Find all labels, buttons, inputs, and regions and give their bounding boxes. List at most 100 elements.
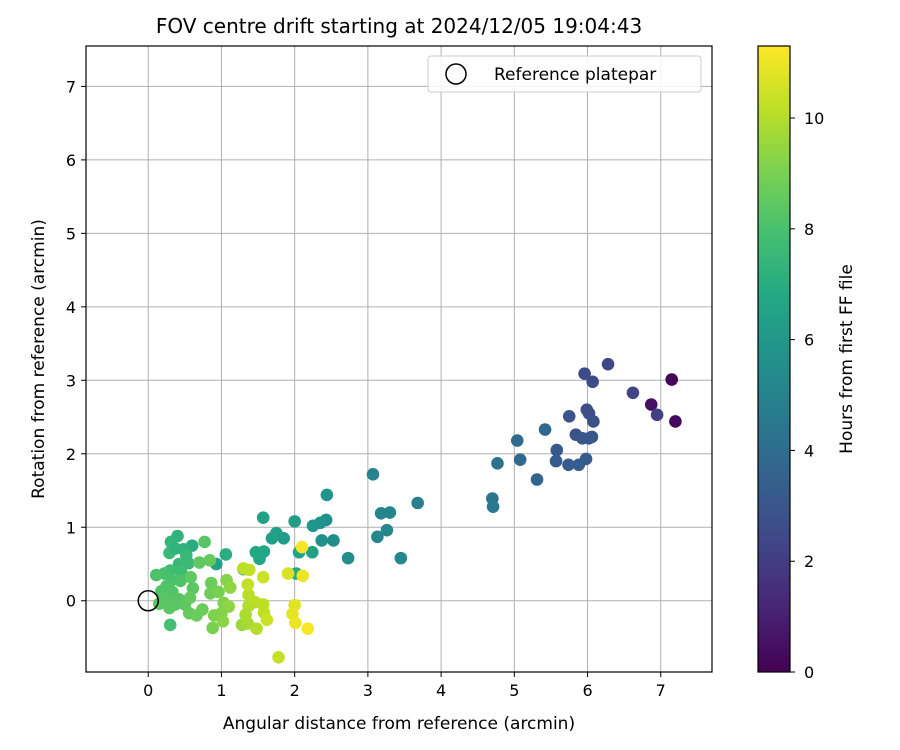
colorbar-tick-label: 0 [804, 663, 814, 682]
data-point [203, 554, 217, 567]
data-point [585, 430, 599, 444]
legend: Reference platepar [427, 55, 702, 93]
data-point [242, 588, 255, 602]
data-point [237, 562, 250, 575]
data-point [196, 603, 209, 616]
data-point [341, 551, 355, 565]
data-point [182, 556, 195, 570]
data-point [281, 567, 295, 580]
data-point [163, 618, 177, 632]
x-axis-label: Angular distance from reference (arcmin) [223, 714, 575, 734]
data-point [223, 581, 237, 594]
data-point [296, 569, 310, 583]
data-point [183, 591, 197, 605]
x-tick-label: 6 [582, 681, 592, 700]
data-point [212, 585, 225, 599]
legend-open-circle-icon [445, 63, 467, 85]
data-point [149, 568, 163, 582]
data-point [295, 540, 309, 554]
data-point [665, 373, 679, 386]
data-point [249, 545, 263, 559]
y-tick-label: 6 [66, 151, 76, 170]
data-point [186, 581, 200, 595]
data-point [587, 415, 600, 428]
data-point [394, 551, 408, 565]
y-tick-label: 3 [66, 371, 76, 390]
reference-platepar-marker [137, 589, 159, 612]
data-point [549, 454, 563, 468]
y-tick-label: 2 [66, 445, 76, 464]
colorbar-tick-label: 8 [804, 220, 814, 239]
x-tick-label: 7 [656, 681, 666, 700]
y-tick-label: 0 [66, 592, 76, 611]
data-point [272, 651, 285, 664]
y-tick-label: 5 [66, 224, 76, 243]
data-point [510, 434, 524, 447]
data-point [486, 500, 500, 513]
colorbar-tick-label: 10 [804, 109, 824, 128]
data-point [206, 621, 219, 635]
plot-frame [85, 45, 713, 673]
data-points [149, 357, 682, 664]
data-point [169, 542, 182, 555]
data-point [288, 515, 301, 528]
legend-label-reference-platepar: Reference platepar [494, 65, 656, 85]
y-axis-ticks: 0 1 2 3 4 5 6 7 [66, 77, 86, 611]
colorbar-tick-label: 2 [804, 552, 814, 571]
colorbar-tick-label: 4 [804, 441, 814, 460]
data-point [601, 357, 615, 371]
data-point [538, 423, 552, 436]
data-point [219, 548, 233, 561]
x-tick-label: 0 [143, 681, 153, 700]
data-point [530, 473, 544, 486]
data-point [320, 488, 334, 502]
legend-box [427, 55, 702, 93]
data-point [562, 458, 575, 472]
data-point [250, 622, 263, 635]
data-point [626, 386, 640, 400]
x-tick-label: 1 [216, 681, 226, 700]
data-point [289, 616, 302, 630]
data-point [256, 511, 270, 525]
data-point [513, 453, 527, 466]
data-point [327, 534, 340, 547]
data-point [204, 576, 218, 590]
data-point [371, 530, 384, 544]
data-point [216, 615, 230, 628]
data-point [301, 622, 315, 635]
data-point [366, 468, 380, 481]
colorbar-tick-label: 6 [804, 331, 814, 350]
data-point [650, 408, 664, 422]
data-point [383, 506, 397, 519]
y-tick-label: 7 [66, 77, 76, 96]
data-point [380, 523, 394, 537]
chart-title: FOV centre drift starting at 2024/12/05 … [156, 14, 642, 38]
x-tick-label: 5 [509, 681, 519, 700]
data-point [184, 570, 197, 584]
data-point [193, 556, 206, 569]
data-point [241, 578, 255, 591]
data-point [265, 531, 279, 545]
data-point [586, 375, 599, 389]
data-point [550, 443, 564, 457]
data-point [669, 415, 682, 428]
data-point [260, 613, 274, 627]
grid [86, 46, 712, 672]
y-tick-label: 1 [66, 518, 76, 537]
x-tick-label: 2 [290, 681, 300, 700]
y-tick-label: 4 [66, 298, 76, 317]
data-point [578, 367, 591, 380]
data-point [644, 398, 658, 411]
data-point [562, 410, 576, 423]
colorbar-label: Hours from first FF file [837, 264, 857, 454]
data-point [174, 574, 187, 588]
y-axis-label: Rotation from reference (arcmin) [29, 219, 49, 499]
data-point [163, 601, 176, 615]
colorbar-ticks: 0 2 4 6 8 10 [790, 109, 824, 682]
x-tick-label: 4 [436, 681, 446, 700]
colorbar: 0 2 4 6 8 10 Hours from first FF file [757, 45, 857, 682]
data-point [305, 545, 319, 559]
data-point [315, 534, 329, 547]
data-point [256, 570, 270, 584]
